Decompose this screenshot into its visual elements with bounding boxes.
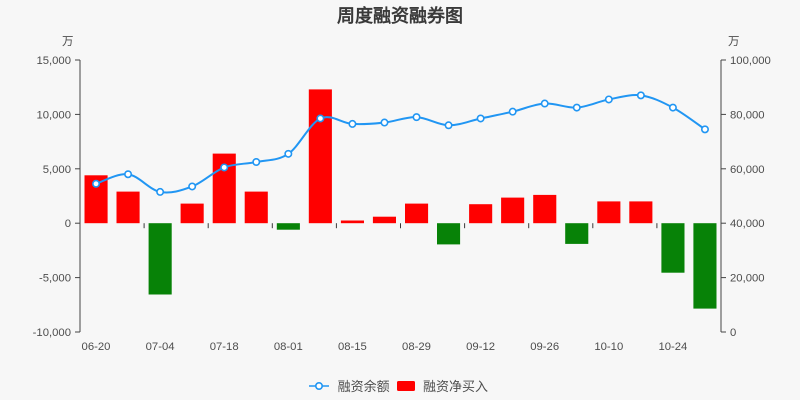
svg-text:10,000: 10,000 (36, 109, 71, 121)
svg-text:0: 0 (65, 218, 71, 230)
svg-text:80,000: 80,000 (730, 109, 765, 121)
svg-text:60,000: 60,000 (730, 164, 765, 176)
svg-text:0: 0 (730, 327, 736, 339)
svg-text:20,000: 20,000 (730, 273, 765, 285)
svg-text:06-20: 06-20 (82, 341, 111, 353)
svg-text:07-18: 07-18 (210, 341, 239, 353)
svg-text:5,000: 5,000 (43, 164, 71, 176)
svg-text:-5,000: -5,000 (39, 273, 71, 285)
svg-text:40,000: 40,000 (730, 218, 765, 230)
svg-text:10-10: 10-10 (594, 341, 623, 353)
svg-text:10-24: 10-24 (658, 341, 687, 353)
svg-text:08-01: 08-01 (274, 341, 303, 353)
svg-text:07-04: 07-04 (146, 341, 175, 353)
svg-text:09-26: 09-26 (530, 341, 559, 353)
svg-text:-10,000: -10,000 (33, 327, 71, 339)
svg-text:15,000: 15,000 (36, 55, 71, 67)
svg-text:08-29: 08-29 (402, 341, 431, 353)
svg-text:08-15: 08-15 (338, 341, 367, 353)
svg-text:09-12: 09-12 (466, 341, 495, 353)
svg-text:100,000: 100,000 (730, 55, 771, 67)
